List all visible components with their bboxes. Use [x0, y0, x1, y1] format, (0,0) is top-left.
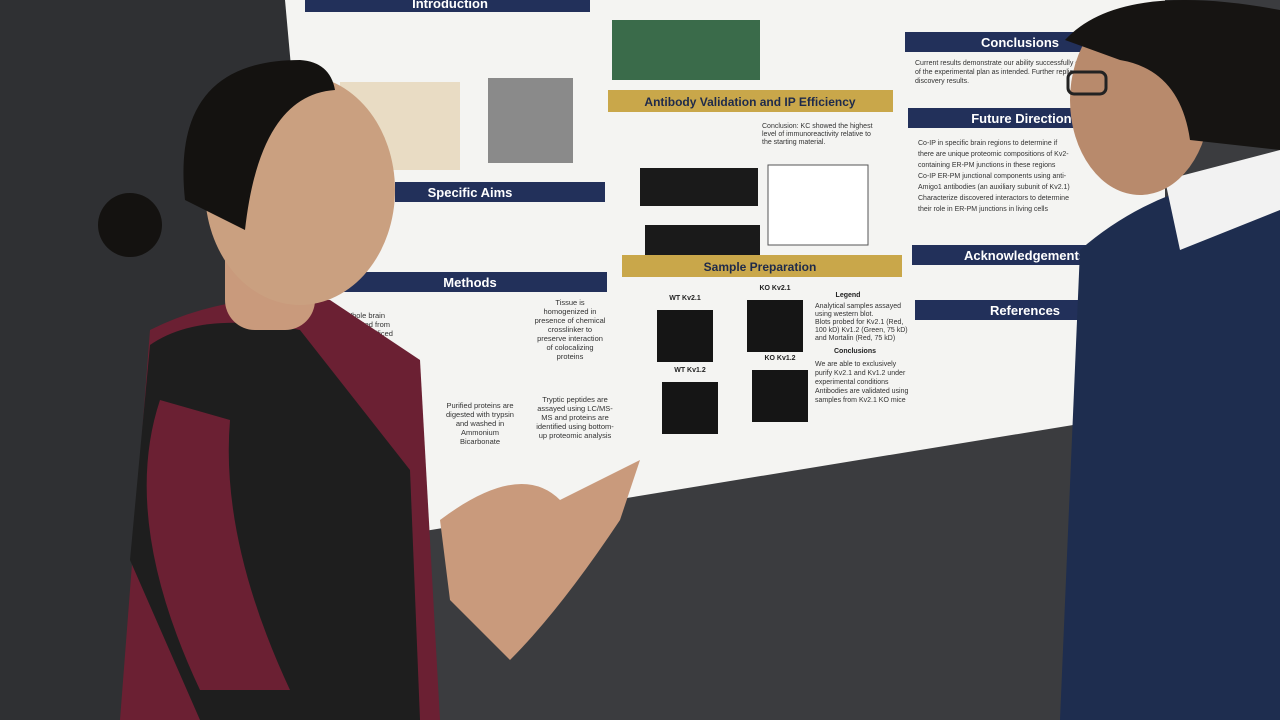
poster-text: crosslinker to: [548, 325, 592, 334]
blot: [662, 382, 718, 434]
person-hair: [1065, 0, 1280, 150]
header-bar: [335, 272, 607, 292]
poster-text: level of immunoreactivity relative to: [762, 131, 871, 138]
poster-text: Co-IP in specific brain regions to deter…: [918, 140, 1057, 147]
poster-text: Tryptic peptides are: [542, 395, 608, 404]
section-title: Methods: [443, 275, 496, 290]
poster-text: Co-IP ER-PM junctional components using …: [918, 173, 1067, 180]
right-text: Current results demonstrate our ability …: [915, 60, 1091, 213]
poster-text: of the experimental plan as intended. Fu…: [915, 69, 1073, 76]
poster-text: of colocalizing: [546, 343, 593, 352]
poster-text: and washed in: [456, 419, 504, 428]
blot: [657, 310, 713, 362]
section-title: Acknowledgements: [964, 248, 1086, 263]
poster-text: identified using bottom-: [536, 422, 614, 431]
person-suit: [1060, 170, 1280, 720]
person-arm: [146, 400, 290, 690]
poster-text: Ammonium: [461, 428, 499, 437]
blot-label: WT Kv1.2: [674, 367, 706, 374]
conclusions-title: Conclusions: [834, 348, 876, 355]
section-title: Future Directions: [971, 111, 1079, 126]
poster-text: presence of chemical: [535, 316, 606, 325]
header-bar: [395, 182, 605, 202]
poster-text: Purified proteins are: [446, 401, 513, 410]
person-hands: [440, 460, 640, 660]
section-title: Introduction: [412, 0, 488, 11]
poster-text: there are unique proteomic compositions …: [918, 151, 1069, 158]
poster-text: discovery results.: [915, 78, 969, 85]
section-title: Specific Aims: [428, 185, 513, 200]
poster-text: using western blot.: [815, 311, 873, 318]
poster-text: Current results demonstrate our ability …: [915, 60, 1091, 67]
blot-label: WT Kv2.1: [669, 295, 701, 302]
poster-text: their role in ER-PM junctions in living …: [918, 206, 1048, 213]
poster-text: proteins: [557, 352, 584, 361]
header-bar: [622, 255, 902, 277]
figure: [612, 20, 760, 80]
poster-text: homogenized in: [544, 307, 597, 316]
poster-text: and Mortalin (Red, 75 kD): [815, 335, 895, 342]
poster-text: Antibodies are validated using: [815, 388, 909, 395]
bar-chart-figure: [767, 164, 869, 246]
figure: [488, 78, 573, 163]
section-title: Conclusions: [981, 35, 1059, 50]
poster-text: preserve interaction: [537, 334, 603, 343]
poster-text: samples from Kv2.1 KO mice: [815, 397, 906, 404]
poster-text: Blots probed for Kv2.1 (Red,: [815, 319, 903, 326]
person-hair: [183, 60, 335, 230]
poster-text: Tissue is: [555, 298, 585, 307]
poster-text: Characterize discovered interactors to d…: [918, 195, 1069, 202]
person-hair-bun: [98, 193, 162, 257]
blot: [752, 370, 808, 422]
poster-text: Analytical samples assayed: [815, 303, 901, 310]
poster-text: 100 kD) Kv1.2 (Green, 75 kD): [815, 327, 908, 334]
poster-text: the starting material.: [762, 139, 825, 146]
section-title: Antibody Validation and IP Efficiency: [644, 95, 855, 109]
poster-text: We are able to exclusively: [815, 361, 897, 368]
person-collar: [1165, 150, 1280, 250]
blot: [747, 300, 803, 352]
poster-text: Bicarbonate: [460, 437, 500, 446]
poster-text: Amigo1 antibodies (an auxiliary subunit …: [918, 184, 1070, 191]
poster-text: assayed using LC/MS-: [537, 404, 613, 413]
poster-text: Conclusion: KC showed the highest: [762, 123, 873, 130]
poster-text: up proteomic analysis: [539, 431, 612, 440]
legend-title: Legend: [836, 292, 861, 299]
header-bar: [305, 0, 590, 12]
poster-text: containing ER-PM junctions in these regi…: [918, 162, 1056, 169]
blot-label: KO Kv2.1: [759, 285, 790, 292]
poster-text: digested with trypsin: [446, 410, 514, 419]
header-bar: [608, 90, 893, 112]
poster-text: MS and proteins are: [541, 413, 609, 422]
poster-text: Whole brain: [345, 311, 385, 320]
poster-text: experimental conditions: [815, 379, 889, 386]
blot: [640, 168, 758, 206]
sample-prep: WT Kv2.1 KO Kv2.1 WT Kv1.2 KO Kv1.2 Legend An…: [657, 285, 909, 434]
section-title: References: [990, 303, 1060, 318]
poster-text: purify Kv2.1 and Kv1.2 under: [815, 370, 906, 377]
blot-label: KO Kv1.2: [764, 355, 795, 362]
glasses: [1066, 70, 1108, 96]
section-title: Sample Preparation: [704, 260, 817, 274]
header-bar: [915, 300, 1130, 320]
